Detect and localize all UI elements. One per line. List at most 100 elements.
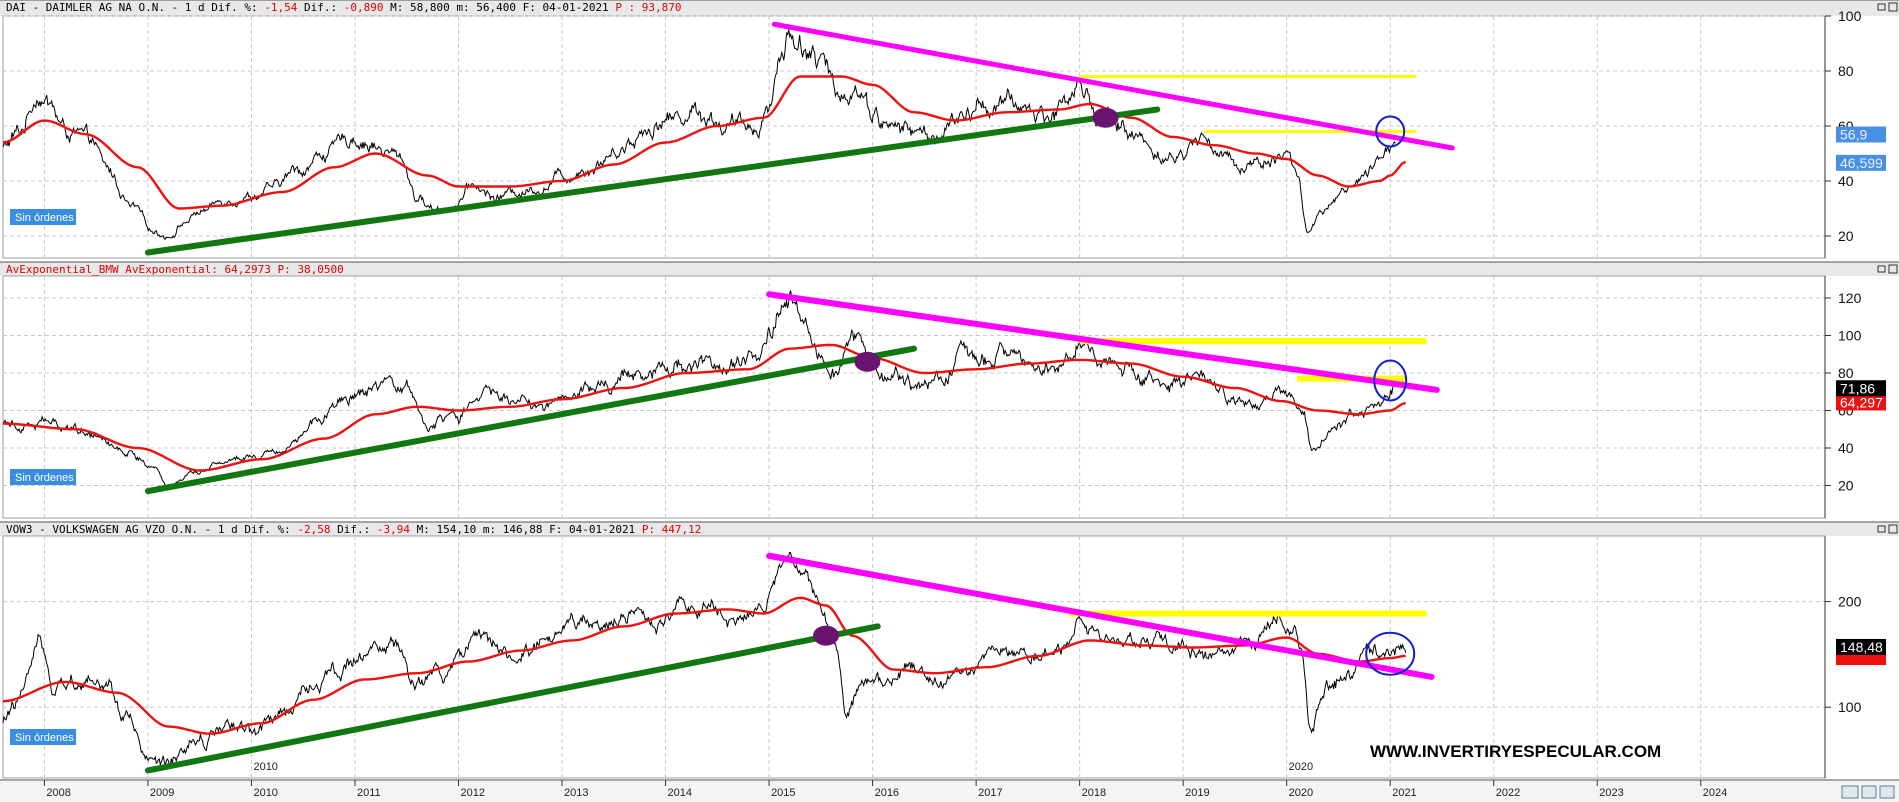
highlight-circle: [1365, 631, 1416, 676]
highlight-circle: [1375, 115, 1406, 148]
save-icon[interactable]: [1861, 785, 1877, 799]
x-tick-label: 2013: [564, 787, 588, 799]
ema-line: [2, 596, 1406, 735]
plot-area: [2, 15, 1826, 259]
ema-value-label-text: 64,297: [1840, 394, 1883, 410]
x-tick-label: 2015: [771, 787, 795, 799]
x-tick-label: 2014: [668, 787, 692, 799]
price-value-label-text: 148,48: [1840, 639, 1883, 655]
header-segment: Dif.:: [331, 523, 377, 536]
ema-value-label-bg: [1836, 154, 1886, 171]
maximize-icon[interactable]: [1888, 2, 1898, 12]
panel-bmw: AvExponential_BMW AvExponential: 64,2973…: [0, 261, 1899, 519]
header-segment: M: 58,800 m: 56,400 F: 04-01-2021: [384, 1, 616, 14]
ema-value-label: 46,599: [1836, 154, 1886, 171]
header-segment: P: 38,0500: [278, 263, 344, 276]
price-value-label-bg: [1836, 126, 1886, 143]
header-segment: -2,58: [297, 523, 330, 536]
price-value-label: 148,48: [1836, 638, 1886, 655]
support-trend-line: [144, 106, 1161, 256]
x-tick-label: 2021: [1392, 787, 1416, 799]
panel-header-bar: [0, 522, 1899, 536]
x-tick-label: 2017: [978, 787, 1002, 799]
header-segment: AvExponential_BMW AvExponential: 64,2973: [6, 263, 278, 276]
ema-line: [2, 75, 1407, 210]
price-value-label-text: 56,9: [1840, 127, 1867, 143]
price-value-label-bg: [1836, 380, 1886, 397]
orders-badge[interactable]: Sin órdenes: [10, 729, 76, 745]
signal-marker: [813, 625, 840, 646]
ema-value-label-text: 46,599: [1840, 155, 1883, 171]
panel-header-bar: [0, 0, 1899, 16]
x-tick-label: 2011: [357, 787, 381, 799]
maximize-icon[interactable]: [1888, 524, 1898, 534]
maximize-icon[interactable]: [1888, 264, 1898, 274]
orders-badge-label: Sin órdenes: [15, 472, 74, 484]
header-segment: -1,54: [264, 1, 297, 14]
minimize-icon[interactable]: [1877, 525, 1886, 533]
x-tick-label: 2023: [1599, 787, 1623, 799]
resistance-trend-line: [771, 21, 1455, 151]
minimize-icon[interactable]: [1877, 265, 1886, 273]
orders-badge-bg: [10, 729, 76, 745]
header-segment: M: 154,10 m: 146,88 F: 04-01-2021: [410, 523, 642, 536]
header-segment: P: 447,12: [642, 523, 702, 536]
orders-badge-bg: [10, 209, 76, 225]
signal-marker: [854, 351, 881, 372]
watermark-text: WWW.INVERTIRYESPECULAR.COM: [1370, 742, 1661, 761]
minimize-icon[interactable]: [1877, 3, 1886, 11]
y-tick-label: 80: [1838, 365, 1854, 381]
panel-header-text: DAI - DAIMLER AG NA O.N. - 1 d Dif. %: -…: [6, 1, 682, 14]
price-line: [2, 29, 1396, 241]
x-tick-label: 2024: [1703, 787, 1727, 799]
y-tick-label: 100: [1838, 328, 1862, 344]
x-tick-label: 2016: [875, 787, 899, 799]
x-tick-label: 2012: [461, 787, 485, 799]
price-value-label: 56,9: [1836, 127, 1886, 143]
x-tick-label: 2020: [1289, 787, 1313, 799]
panel-dai: DAI - DAIMLER AG NA O.N. - 1 d Dif. %: -…: [0, 0, 1899, 259]
support-trend-line: [144, 345, 917, 495]
orders-badge[interactable]: Sin órdenes: [10, 209, 76, 225]
y-tick-label: 20: [1838, 478, 1854, 494]
panel-vow3: VOW3 - VOLKSWAGEN AG VZO O.N. - 1 d Dif.…: [0, 521, 1899, 779]
price-value-label: 71,86: [1836, 380, 1886, 397]
resistance-trend-line: [766, 291, 1440, 393]
ema-value-label-bg: [1836, 394, 1886, 411]
x-axis-band: [0, 780, 1899, 802]
orders-badge-bg: [10, 469, 76, 485]
panel-header-text: AvExponential_BMW AvExponential: 64,2973…: [6, 263, 344, 276]
ema-line: [2, 343, 1407, 472]
ema-value-label: 64,297: [1836, 394, 1886, 411]
x-tick-label: 2019: [1185, 787, 1209, 799]
inline-year-label: 2010: [253, 761, 277, 773]
resistance-trend-line: [766, 552, 1435, 680]
x-tick-label: 2018: [1082, 787, 1106, 799]
header-segment: -3,94: [377, 523, 410, 536]
panel-header-text: VOW3 - VOLKSWAGEN AG VZO O.N. - 1 d Dif.…: [6, 523, 701, 536]
inline-year-label: 2020: [1289, 761, 1313, 773]
price-value-label-text: 71,86: [1840, 380, 1875, 396]
x-tick-label: 2009: [150, 787, 174, 799]
header-segment: P : 93,870: [615, 1, 681, 14]
y-tick-label: 100: [1838, 8, 1862, 24]
y-tick-label: 200: [1838, 594, 1862, 610]
price-value-label-bg: [1836, 638, 1886, 655]
price-line: [2, 290, 1407, 488]
orders-badge[interactable]: Sin órdenes: [10, 469, 76, 485]
y-tick-label: 80: [1838, 63, 1854, 79]
y-tick-label: 100: [1838, 699, 1862, 715]
panel-header-bar: [0, 262, 1899, 276]
header-segment: DAI - DAIMLER AG NA O.N. - 1 d Dif. %:: [6, 1, 264, 14]
signal-marker: [1092, 107, 1119, 128]
orders-badge-label: Sin órdenes: [15, 732, 74, 744]
x-tick-label: 2008: [46, 787, 70, 799]
y-tick-label: 120: [1838, 290, 1862, 306]
zoom-icon[interactable]: [1841, 785, 1859, 799]
settings-icon[interactable]: [1879, 785, 1895, 799]
header-segment: -0,890: [344, 1, 384, 14]
y-tick-label: 20: [1838, 228, 1854, 244]
orders-badge-label: Sin órdenes: [15, 212, 74, 224]
highlight-circle: [1373, 359, 1408, 402]
